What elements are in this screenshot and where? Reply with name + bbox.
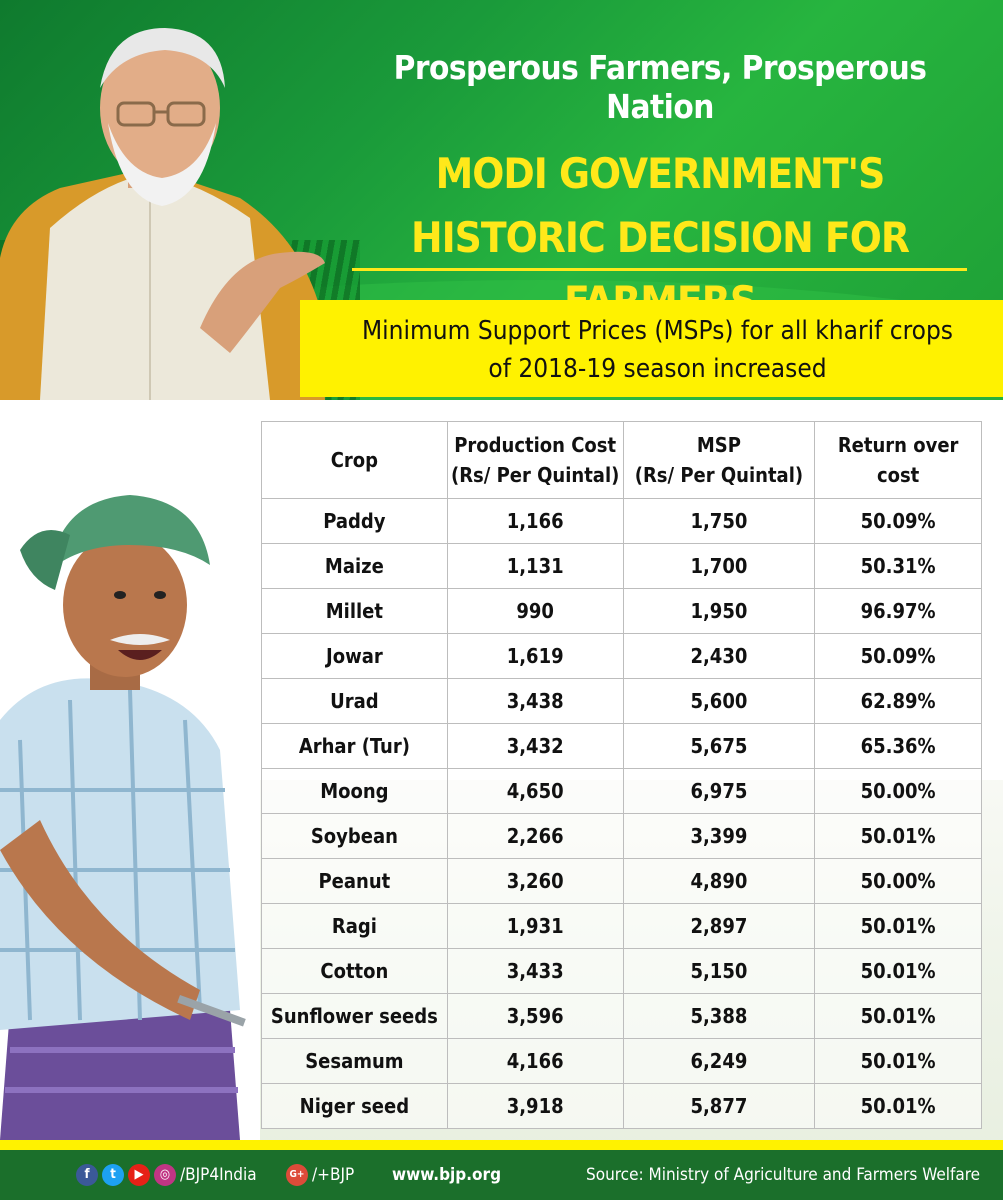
footer: f t ▶ ◎ /BJP4India G+ /+BJP www.bjp.org … [0, 1150, 1003, 1200]
gplus-handle[interactable]: /+BJP [312, 1165, 355, 1185]
production-cost-cell: 2,266 [446, 813, 624, 859]
caption-line-1: Minimum Support Prices (MSPs) for all kh… [362, 316, 953, 346]
msp-cell: 5,388 [622, 993, 816, 1039]
msp-cell: 4,890 [622, 858, 816, 904]
msp-table: Crop Production Cost (Rs/ Per Quintal) MS… [261, 421, 982, 1129]
production-cost-cell: 3,260 [446, 858, 624, 904]
return-cell: 96.97% [814, 588, 982, 634]
return-cell: 50.01% [814, 813, 982, 859]
crop-cell: Cotton [261, 948, 448, 994]
return-cell: 50.01% [814, 1083, 982, 1129]
table-row: Cotton 3,433 5,150 50.01% [261, 948, 982, 994]
farmer-illustration [0, 495, 246, 1140]
crop-cell: Paddy [261, 498, 448, 544]
gplus-icon[interactable]: G+ [286, 1164, 308, 1186]
caption-line-2: of 2018-19 season increased [488, 354, 827, 384]
crop-cell: Peanut [261, 858, 448, 904]
production-cost-cell: 3,918 [446, 1083, 624, 1129]
crop-cell: Sunflower seeds [261, 993, 448, 1039]
content-area: Crop Production Cost (Rs/ Per Quintal) MS… [0, 400, 1003, 1140]
msp-cell: 6,249 [622, 1038, 816, 1084]
table-row: Arhar (Tur) 3,432 5,675 65.36% [261, 723, 982, 769]
return-cell: 50.00% [814, 858, 982, 904]
crop-cell: Urad [261, 678, 448, 724]
production-cost-cell: 1,931 [446, 903, 624, 949]
footer-accent-strip [0, 1140, 1003, 1150]
msp-cell: 3,399 [622, 813, 816, 859]
return-cell: 50.09% [814, 633, 982, 679]
return-cell: 62.89% [814, 678, 982, 724]
crop-cell: Niger seed [261, 1083, 448, 1129]
msp-cell: 2,897 [622, 903, 816, 949]
msp-cell: 1,700 [622, 543, 816, 589]
header-production-cost: Production Cost (Rs/ Per Quintal) [446, 421, 624, 499]
table-row: Urad 3,438 5,600 62.89% [261, 678, 982, 724]
msp-cell: 1,950 [622, 588, 816, 634]
table-row: Paddy 1,166 1,750 50.09% [261, 498, 982, 544]
table-row: Niger seed 3,918 5,877 50.01% [261, 1083, 982, 1129]
production-cost-cell: 3,438 [446, 678, 624, 724]
social-handle[interactable]: /BJP4India [180, 1165, 257, 1185]
return-cell: 50.01% [814, 948, 982, 994]
facebook-icon[interactable]: f [76, 1164, 98, 1186]
header-msp: MSP (Rs/ Per Quintal) [622, 421, 816, 499]
msp-cell: 6,975 [622, 768, 816, 814]
header-banner: Prosperous Farmers, Prosperous Nation MO… [0, 0, 1003, 400]
headline-underline [352, 268, 967, 271]
msp-cell: 5,675 [622, 723, 816, 769]
msp-cell: 1,750 [622, 498, 816, 544]
youtube-icon[interactable]: ▶ [128, 1164, 150, 1186]
production-cost-cell: 1,619 [446, 633, 624, 679]
table-row: Moong 4,650 6,975 50.00% [261, 768, 982, 814]
msp-cell: 5,877 [622, 1083, 816, 1129]
production-cost-cell: 3,596 [446, 993, 624, 1039]
instagram-icon[interactable]: ◎ [154, 1164, 176, 1186]
production-cost-cell: 1,166 [446, 498, 624, 544]
return-cell: 50.01% [814, 903, 982, 949]
production-cost-cell: 1,131 [446, 543, 624, 589]
production-cost-cell: 3,433 [446, 948, 624, 994]
msp-caption: Minimum Support Prices (MSPs) for all kh… [320, 312, 995, 388]
header-crop: Crop [261, 421, 448, 499]
source-note: Source: Ministry of Agriculture and Farm… [586, 1165, 981, 1185]
crop-cell: Maize [261, 543, 448, 589]
crop-cell: Soybean [261, 813, 448, 859]
return-cell: 65.36% [814, 723, 982, 769]
msp-cell: 5,150 [622, 948, 816, 994]
production-cost-cell: 4,650 [446, 768, 624, 814]
return-cell: 50.01% [814, 993, 982, 1039]
leader-portrait [0, 28, 325, 400]
website-link[interactable]: www.bjp.org [392, 1165, 502, 1185]
caption-band [300, 300, 1003, 397]
table-row: Sesamum 4,166 6,249 50.01% [261, 1038, 982, 1084]
return-cell: 50.31% [814, 543, 982, 589]
production-cost-cell: 3,432 [446, 723, 624, 769]
production-cost-cell: 990 [446, 588, 624, 634]
crop-cell: Ragi [261, 903, 448, 949]
table-row: Maize 1,131 1,700 50.31% [261, 543, 982, 589]
return-cell: 50.01% [814, 1038, 982, 1084]
return-cell: 50.09% [814, 498, 982, 544]
msp-cell: 2,430 [622, 633, 816, 679]
table-row: Jowar 1,619 2,430 50.09% [261, 633, 982, 679]
table-row: Millet 990 1,950 96.97% [261, 588, 982, 634]
headline-line-1: MODI GOVERNMENT'S [435, 149, 886, 198]
return-cell: 50.00% [814, 768, 982, 814]
table-row: Sunflower seeds 3,596 5,388 50.01% [261, 993, 982, 1039]
table-row: Soybean 2,266 3,399 50.01% [261, 813, 982, 859]
crop-cell: Jowar [261, 633, 448, 679]
msp-cell: 5,600 [622, 678, 816, 724]
crop-cell: Sesamum [261, 1038, 448, 1084]
crop-cell: Millet [261, 588, 448, 634]
crop-cell: Arhar (Tur) [261, 723, 448, 769]
table-row: Ragi 1,931 2,897 50.01% [261, 903, 982, 949]
tagline: Prosperous Farmers, Prosperous Nation [393, 48, 927, 126]
production-cost-cell: 4,166 [446, 1038, 624, 1084]
header-return: Return over cost [814, 421, 982, 499]
table-row: Peanut 3,260 4,890 50.00% [261, 858, 982, 904]
table-header-row: Crop Production Cost (Rs/ Per Quintal) MS… [261, 421, 982, 499]
crop-cell: Moong [261, 768, 448, 814]
twitter-icon[interactable]: t [102, 1164, 124, 1186]
